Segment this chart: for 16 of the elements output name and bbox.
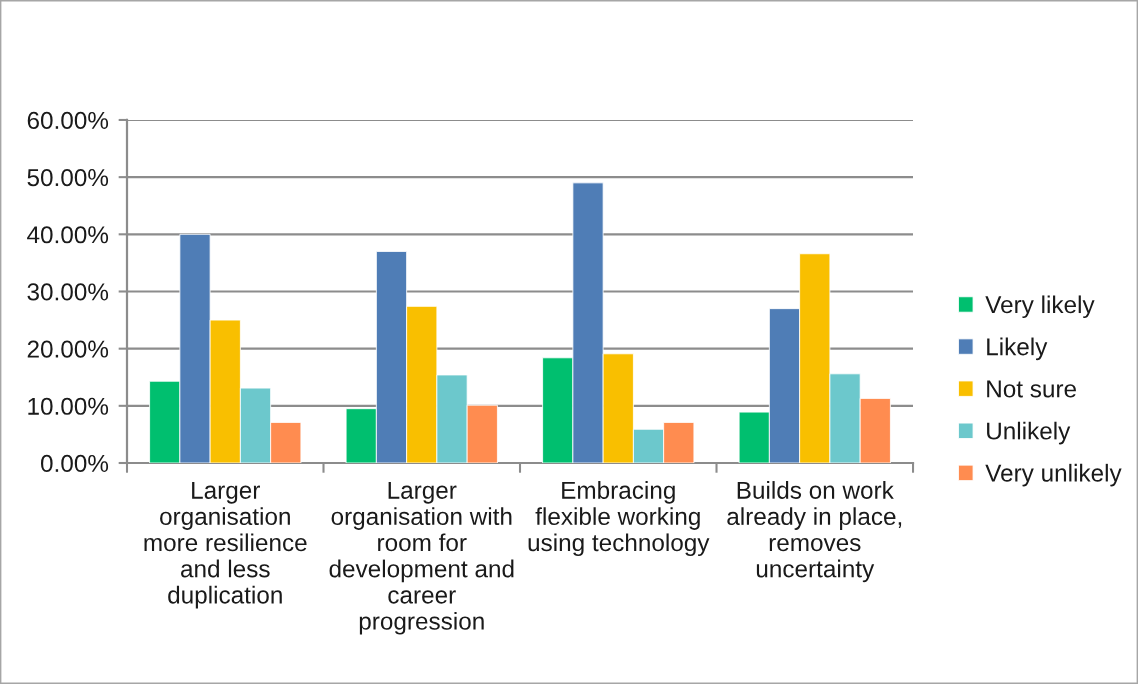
y-tick-label: 20.00% (27, 340, 109, 358)
y-tick-label: 60.00% (27, 111, 109, 130)
x-tick-label: Larger organisation more resilience and less duplication (144, 481, 307, 609)
legend-label: Very likely (985, 295, 1095, 319)
legend-label: Not sure (987, 380, 1076, 398)
y-tick-label: 30.00% (27, 283, 109, 301)
x-tick-label: Larger organisation with room for development and career progression (329, 481, 514, 635)
legend-label: Very unlikely (985, 463, 1122, 487)
legend-label: Unlikely (987, 421, 1071, 445)
y-tick-label: 0.00% (40, 454, 109, 473)
x-tick-label: Builds on work already in place, removes uncertainty (727, 481, 902, 583)
legend-label: Likely (987, 337, 1048, 361)
x-tick-label: Embracing flexible working using technology (528, 481, 710, 557)
y-tick-label: 10.00% (28, 397, 109, 415)
y-tick-label: 50.00% (27, 168, 109, 187)
y-tick-label: 40.00% (27, 226, 109, 244)
